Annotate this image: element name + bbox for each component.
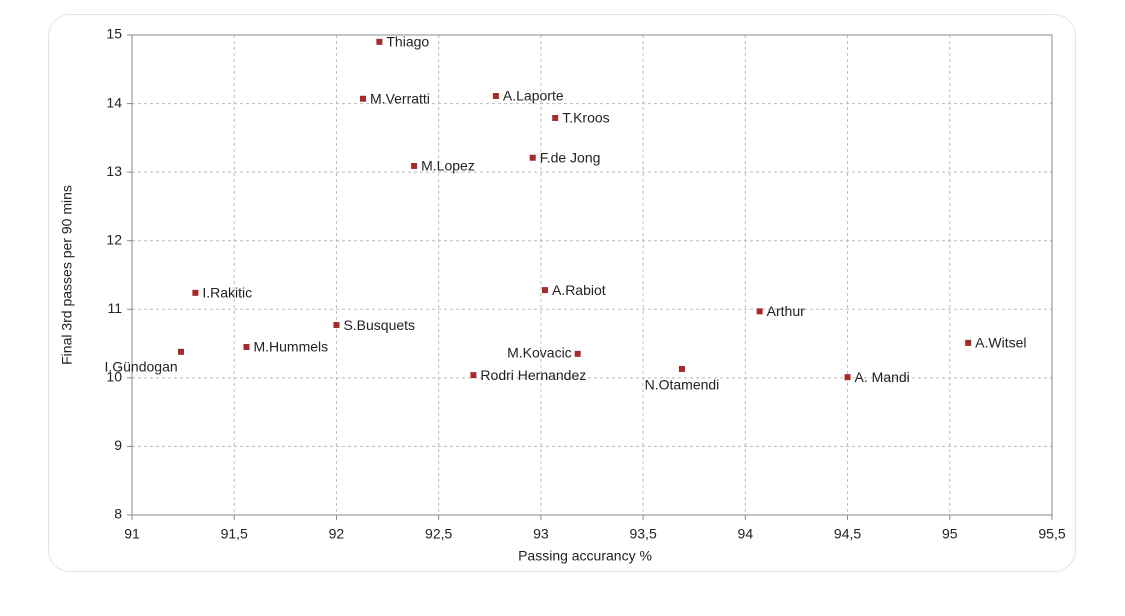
x-tick-label: 91,5 (221, 526, 248, 542)
y-tick-label: 13 (106, 163, 122, 179)
point-label: A.Laporte (503, 88, 564, 104)
y-tick-label: 9 (114, 437, 122, 453)
point (376, 38, 383, 45)
point-label: I.Gündogan (104, 359, 177, 375)
point (360, 95, 367, 102)
x-tick-label: 91 (124, 526, 140, 542)
point (178, 348, 185, 355)
card (48, 14, 1076, 572)
point (965, 339, 972, 346)
point (192, 289, 199, 296)
point-label: M.Lopez (421, 158, 475, 174)
point (678, 365, 685, 372)
point (333, 322, 340, 329)
point (411, 162, 418, 169)
point-label: A. Mandi (855, 369, 910, 385)
x-tick-label: 92 (329, 526, 345, 542)
x-axis-label: Passing accurancy % (518, 548, 652, 564)
x-tick-label: 94 (738, 526, 754, 542)
x-tick-label: 95,5 (1038, 526, 1065, 542)
point (844, 374, 851, 381)
y-tick-label: 15 (106, 26, 122, 42)
x-tick-label: 94,5 (834, 526, 861, 542)
point-label: Arthur (767, 303, 805, 319)
x-tick-label: 93 (533, 526, 549, 542)
point (529, 154, 536, 161)
y-tick-label: 10 (106, 369, 122, 385)
point (574, 350, 581, 357)
point-label: Rodri Hernandez (480, 367, 586, 383)
point-label: A.Rabiot (552, 282, 606, 298)
point-label: Thiago (386, 34, 429, 50)
point (470, 372, 477, 379)
y-tick-label: 8 (114, 506, 122, 522)
point-label: M.Kovacic (507, 345, 572, 361)
y-tick-label: 12 (106, 231, 122, 247)
y-tick-label: 11 (107, 300, 122, 316)
x-tick-label: 95 (942, 526, 958, 542)
point (243, 344, 250, 350)
point-label: M.Hummels (253, 339, 328, 355)
x-tick-label: 93,5 (629, 526, 656, 542)
point (492, 93, 499, 100)
y-tick-label: 14 (106, 94, 122, 110)
x-tick-label: 92,5 (425, 526, 452, 542)
point-label: M.Verratti (370, 90, 430, 106)
point-label: I.Rakitic (202, 285, 252, 301)
point (541, 287, 548, 294)
point (552, 114, 559, 121)
point-label: S.Busquets (343, 317, 415, 333)
point-label: N.Otamendi (645, 377, 720, 393)
y-axis-label: Final 3rd passes per 90 mins (59, 185, 75, 365)
point-label: A.Witsel (975, 335, 1026, 351)
point (756, 308, 763, 315)
plot-frame (131, 34, 1053, 516)
point-label: F.de Jong (540, 149, 601, 165)
point-label: T.Kroos (562, 110, 609, 126)
